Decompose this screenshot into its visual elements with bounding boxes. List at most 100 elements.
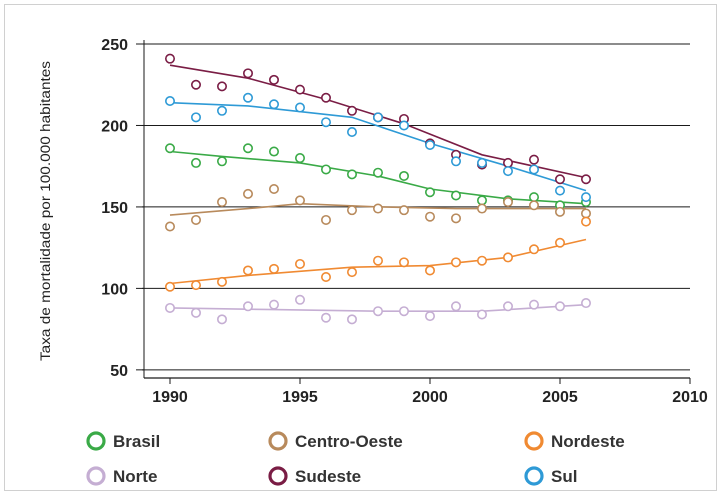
point-sul-2004 bbox=[528, 164, 539, 175]
x-tick-label-2005: 2005 bbox=[542, 389, 578, 406]
legend-marker-nordeste bbox=[524, 431, 544, 451]
legend-marker-sudeste bbox=[268, 466, 288, 486]
legend-marker-sul bbox=[524, 466, 544, 486]
point-sudeste-1991 bbox=[191, 79, 202, 90]
point-nordeste-2003 bbox=[502, 252, 513, 263]
point-brasil-1993 bbox=[243, 143, 254, 154]
point-brasil-1992 bbox=[217, 156, 228, 167]
point-brasil-1994 bbox=[268, 146, 279, 157]
point-norte-1991 bbox=[191, 307, 202, 318]
point-norte-2006 bbox=[580, 298, 591, 309]
y-tick-label-50: 50 bbox=[110, 363, 128, 380]
point-sudeste-2006 bbox=[580, 174, 591, 185]
point-norte-1996 bbox=[320, 312, 331, 323]
point-sudeste-1996 bbox=[320, 92, 331, 103]
trend-line-nordeste bbox=[169, 238, 587, 285]
point-nordeste-2001 bbox=[450, 257, 461, 268]
point-norte-1995 bbox=[294, 294, 305, 305]
point-nordeste-1993 bbox=[243, 265, 254, 276]
point-centro-oeste-1999 bbox=[398, 205, 409, 216]
point-sul-1990 bbox=[165, 96, 176, 107]
point-sul-1992 bbox=[217, 105, 228, 116]
point-sul-1991 bbox=[191, 112, 202, 123]
point-sul-2003 bbox=[502, 166, 513, 177]
point-sudeste-1993 bbox=[243, 68, 254, 79]
point-sul-1994 bbox=[268, 99, 279, 110]
y-tick-label-150: 150 bbox=[101, 200, 128, 217]
point-centro-oeste-2005 bbox=[554, 206, 565, 217]
legend-label-nordeste: Nordeste bbox=[551, 432, 625, 451]
point-norte-1994 bbox=[268, 299, 279, 310]
point-brasil-1995 bbox=[294, 153, 305, 164]
point-norte-2003 bbox=[502, 301, 513, 312]
point-norte-1993 bbox=[243, 301, 254, 312]
point-centro-oeste-2004 bbox=[528, 200, 539, 211]
point-nordeste-2002 bbox=[476, 255, 487, 266]
legend-label-sul: Sul bbox=[551, 467, 577, 486]
legend-label-sudeste: Sudeste bbox=[295, 467, 361, 486]
point-norte-2005 bbox=[554, 301, 565, 312]
point-sul-1995 bbox=[294, 102, 305, 113]
x-tick-label-1990: 1990 bbox=[152, 389, 188, 406]
point-norte-2002 bbox=[476, 309, 487, 320]
point-norte-1999 bbox=[398, 306, 409, 317]
point-sul-1999 bbox=[398, 120, 409, 131]
point-nordeste-1992 bbox=[217, 276, 228, 287]
point-centro-oeste-2003 bbox=[502, 197, 513, 208]
point-brasil-2002 bbox=[476, 195, 487, 206]
point-nordeste-1990 bbox=[165, 281, 176, 292]
point-centro-oeste-1997 bbox=[346, 205, 357, 216]
point-sudeste-1997 bbox=[346, 105, 357, 116]
point-centro-oeste-2002 bbox=[476, 203, 487, 214]
y-tick-label-100: 100 bbox=[101, 281, 128, 298]
point-brasil-2000 bbox=[424, 187, 435, 198]
point-norte-1992 bbox=[217, 314, 228, 325]
point-sul-2000 bbox=[424, 140, 435, 151]
point-sul-1998 bbox=[372, 112, 383, 123]
point-nordeste-1995 bbox=[294, 258, 305, 269]
point-norte-1997 bbox=[346, 314, 357, 325]
point-sudeste-1990 bbox=[165, 53, 176, 64]
point-centro-oeste-2000 bbox=[424, 211, 435, 222]
point-sudeste-1995 bbox=[294, 84, 305, 95]
point-sudeste-2005 bbox=[554, 174, 565, 185]
legend-label-norte: Norte bbox=[113, 467, 157, 486]
point-brasil-1990 bbox=[165, 143, 176, 154]
point-nordeste-1994 bbox=[268, 263, 279, 274]
point-brasil-1999 bbox=[398, 170, 409, 181]
x-tick-label-2000: 2000 bbox=[412, 389, 448, 406]
point-nordeste-1996 bbox=[320, 271, 331, 282]
point-brasil-1997 bbox=[346, 169, 357, 180]
point-centro-oeste-1990 bbox=[165, 221, 176, 232]
x-tick-label-1995: 1995 bbox=[282, 389, 318, 406]
chart-frame bbox=[4, 4, 717, 491]
point-sudeste-1992 bbox=[217, 81, 228, 92]
trend-line-sudeste bbox=[169, 64, 587, 179]
point-sul-2001 bbox=[450, 156, 461, 167]
point-centro-oeste-1996 bbox=[320, 214, 331, 225]
point-norte-1990 bbox=[165, 302, 176, 313]
point-sul-2002 bbox=[476, 157, 487, 168]
point-centro-oeste-1991 bbox=[191, 214, 202, 225]
point-nordeste-2006 bbox=[580, 216, 591, 227]
point-norte-1998 bbox=[372, 306, 383, 317]
legend-label-brasil: Brasil bbox=[113, 432, 160, 451]
point-sudeste-2004 bbox=[528, 154, 539, 165]
point-sudeste-2003 bbox=[502, 157, 513, 168]
point-nordeste-2004 bbox=[528, 244, 539, 255]
point-norte-2004 bbox=[528, 299, 539, 310]
point-brasil-2001 bbox=[450, 190, 461, 201]
point-nordeste-1998 bbox=[372, 255, 383, 266]
trend-line-sul bbox=[169, 101, 587, 192]
point-norte-2000 bbox=[424, 311, 435, 322]
point-brasil-1991 bbox=[191, 157, 202, 168]
point-sul-1997 bbox=[346, 126, 357, 137]
point-brasil-2004 bbox=[528, 192, 539, 203]
point-nordeste-1991 bbox=[191, 280, 202, 291]
legend-marker-centro-oeste bbox=[268, 431, 288, 451]
y-axis-label: Taxa de mortalidade por 100.000 habitant… bbox=[38, 61, 53, 361]
point-centro-oeste-2006 bbox=[580, 208, 591, 219]
point-sudeste-1994 bbox=[268, 74, 279, 85]
point-norte-2001 bbox=[450, 301, 461, 312]
